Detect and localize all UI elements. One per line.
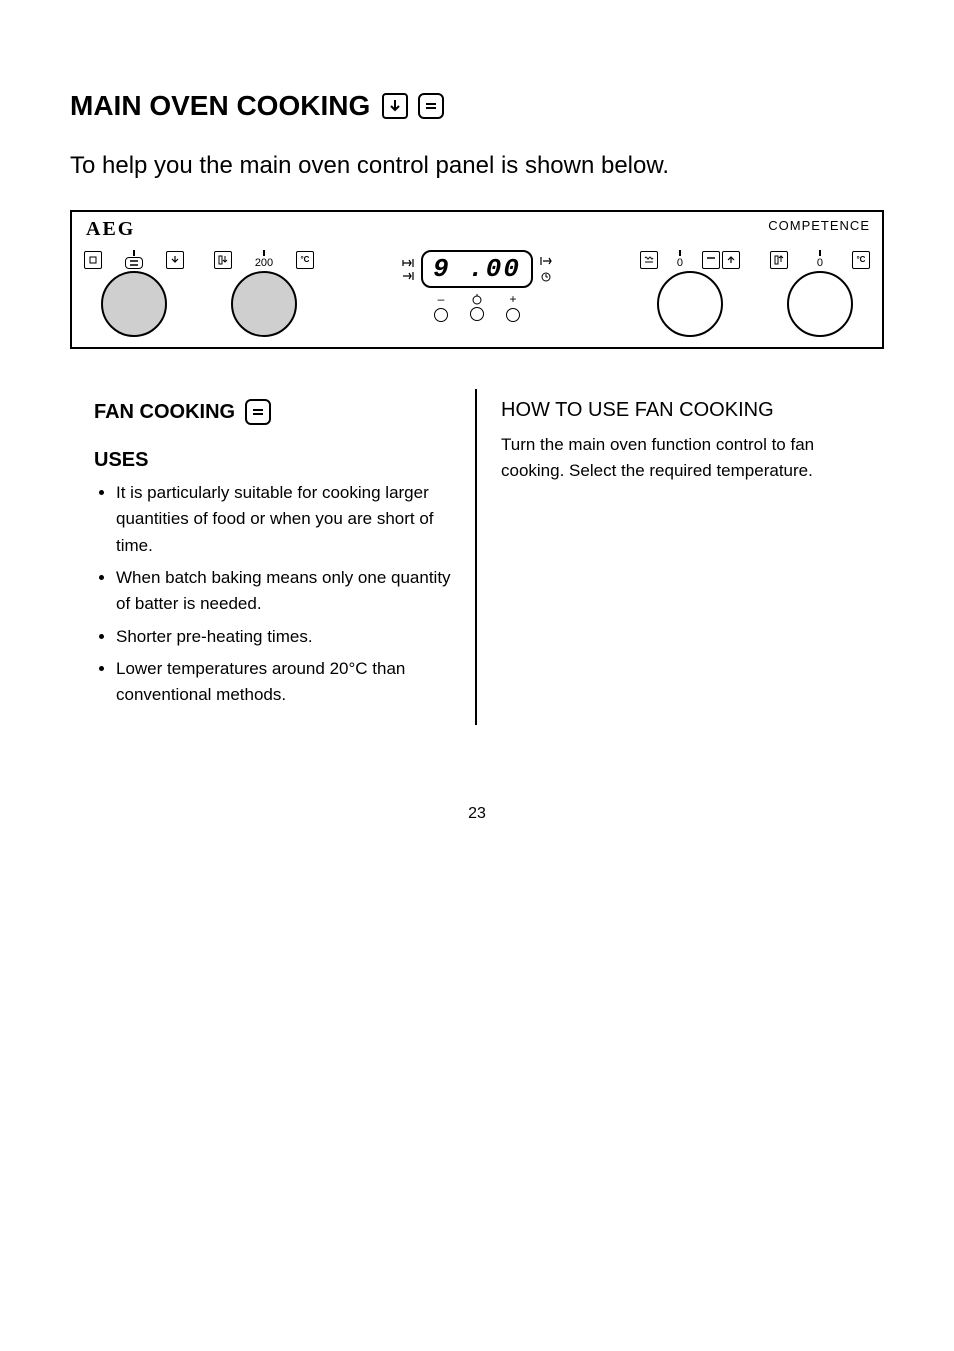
page-number: 23 bbox=[70, 805, 884, 823]
second-function-knob: 0 bbox=[640, 250, 740, 337]
clock-button bbox=[470, 293, 484, 321]
clock-icon bbox=[540, 270, 552, 282]
timer-display-block: 9 .00 – + bbox=[401, 250, 553, 322]
oven-lines-icon bbox=[125, 257, 143, 269]
timer-display: 9 .00 bbox=[421, 250, 533, 288]
left-column: FAN COOKING USES It is particularly suit… bbox=[70, 389, 477, 725]
left-knob-group: 200 °C bbox=[84, 250, 314, 337]
knob-dial bbox=[787, 271, 853, 337]
body-columns: FAN COOKING USES It is particularly suit… bbox=[70, 389, 884, 725]
degc-icon: °C bbox=[852, 251, 870, 269]
right-knob-group: 0 bbox=[640, 250, 870, 337]
page-title: MAIN OVEN COOKING bbox=[70, 90, 370, 122]
list-item: Lower temperatures around 20°C than conv… bbox=[116, 656, 451, 709]
up-arrow-icon bbox=[722, 251, 740, 269]
grill-icon bbox=[640, 251, 658, 269]
zero-label: 0 bbox=[677, 257, 683, 269]
timer-left-icons bbox=[401, 258, 415, 280]
list-item: When batch baking means only one quantit… bbox=[116, 565, 451, 618]
knob-dial bbox=[101, 271, 167, 337]
down-arrow-icon bbox=[382, 93, 408, 119]
function-knob bbox=[84, 250, 184, 337]
subtitle: To help you the main oven control panel … bbox=[70, 152, 884, 180]
arrow-right-icon bbox=[401, 272, 415, 280]
timer-right-icons bbox=[539, 256, 553, 282]
temperature-knob: 200 °C bbox=[214, 250, 314, 337]
howto-heading: HOW TO USE FAN COOKING bbox=[501, 399, 860, 422]
end-time-icon bbox=[539, 256, 553, 266]
cook-time-icon bbox=[401, 258, 415, 268]
zero-label: 0 bbox=[817, 257, 823, 269]
fan-arrow-icon bbox=[214, 251, 232, 269]
fan-cooking-heading: FAN COOKING bbox=[94, 401, 235, 424]
list-item: Shorter pre-heating times. bbox=[116, 624, 451, 650]
plus-button: + bbox=[506, 292, 520, 322]
temp-200-label: 200 bbox=[255, 257, 273, 269]
second-temp-knob: 0 °C bbox=[770, 250, 870, 337]
degc-icon: °C bbox=[296, 251, 314, 269]
up-box-icon bbox=[770, 251, 788, 269]
oven-lines-icon bbox=[245, 399, 271, 425]
uses-list: It is particularly suitable for cooking … bbox=[94, 480, 451, 709]
light-icon bbox=[84, 251, 102, 269]
uses-heading: USES bbox=[94, 449, 451, 472]
control-panel-diagram: AEG COMPETENCE bbox=[70, 210, 884, 349]
oven-lines-icon bbox=[418, 93, 444, 119]
brand-logo: AEG bbox=[86, 218, 135, 241]
minus-button: – bbox=[434, 292, 448, 322]
right-column: HOW TO USE FAN COOKING Turn the main ove… bbox=[477, 389, 884, 725]
knob-dial bbox=[231, 271, 297, 337]
list-item: It is particularly suitable for cooking … bbox=[116, 480, 451, 559]
fan-down-icon bbox=[166, 251, 184, 269]
knob-dial bbox=[657, 271, 723, 337]
title-row: MAIN OVEN COOKING bbox=[70, 90, 884, 122]
top-heat-icon bbox=[702, 251, 720, 269]
competence-label: COMPETENCE bbox=[768, 218, 870, 233]
howto-body: Turn the main oven function control to f… bbox=[501, 432, 860, 485]
